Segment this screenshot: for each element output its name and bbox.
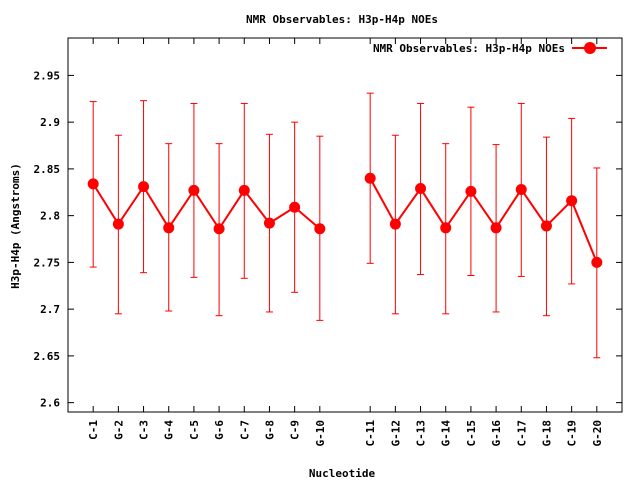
x-tick-label: G-20 bbox=[591, 420, 604, 447]
x-tick-label: C-1 bbox=[87, 420, 100, 440]
y-tick-label: 2.75 bbox=[34, 256, 61, 269]
data-point bbox=[238, 184, 250, 196]
y-tick-label: 2.6 bbox=[40, 397, 60, 410]
data-point bbox=[440, 222, 452, 234]
x-tick-label: C-9 bbox=[289, 420, 302, 440]
x-tick-label: C-15 bbox=[465, 420, 478, 447]
x-axis: C-1 G-2 C-3 G-4 C-5 G-6 C-7 G-8 C-9 G-10 C-11 G-12 C… bbox=[87, 38, 604, 447]
x-tick-label: G-2 bbox=[112, 420, 125, 440]
x-tick-label: C-3 bbox=[138, 420, 151, 440]
plot-frame bbox=[67, 37, 623, 413]
legend-label: NMR Observables: H3p-H4p NOEs bbox=[373, 42, 565, 55]
data-point bbox=[465, 185, 477, 197]
y-tick-label: 2.65 bbox=[34, 350, 61, 363]
x-axis-label: Nucleotide bbox=[309, 467, 376, 480]
x-tick-label: G-18 bbox=[540, 420, 553, 447]
data-point bbox=[163, 222, 175, 234]
series-line-segment bbox=[369, 177, 598, 263]
chart-title: NMR Observables: H3p-H4p NOEs bbox=[246, 13, 438, 26]
y-tick-label: 2.95 bbox=[34, 69, 61, 82]
data-point bbox=[364, 172, 376, 184]
data-point bbox=[263, 217, 275, 229]
data-point bbox=[415, 183, 427, 195]
series-line bbox=[92, 177, 598, 263]
data-point bbox=[490, 222, 502, 234]
y-tick-label: 2.9 bbox=[40, 116, 60, 129]
y-axis: 2.6 2.65 2.7 2.75 2.8 2.85 2.9 2.95 bbox=[34, 69, 622, 410]
data-point bbox=[112, 218, 124, 230]
data-point bbox=[389, 218, 401, 230]
legend: NMR Observables: H3p-H4p NOEs bbox=[373, 42, 607, 55]
x-tick-label: C-11 bbox=[364, 420, 377, 447]
data-point bbox=[87, 178, 99, 190]
series-points bbox=[87, 172, 603, 268]
y-tick-label: 2.7 bbox=[40, 303, 60, 316]
data-point bbox=[289, 201, 301, 213]
x-tick-label: G-12 bbox=[389, 420, 402, 447]
y-axis-label: H3p-H4p (Angstroms) bbox=[9, 163, 22, 289]
series-line-segment bbox=[92, 183, 321, 231]
x-tick-label: G-10 bbox=[314, 420, 327, 447]
data-point bbox=[540, 220, 552, 232]
data-point bbox=[566, 195, 578, 207]
x-tick-label: C-5 bbox=[188, 420, 201, 440]
x-tick-label: G-6 bbox=[213, 420, 226, 440]
data-point bbox=[314, 223, 326, 235]
data-point bbox=[515, 183, 527, 195]
x-tick-label: G-4 bbox=[163, 420, 176, 440]
x-tick-label: C-7 bbox=[238, 420, 251, 440]
x-tick-label: G-8 bbox=[263, 420, 276, 440]
data-point bbox=[213, 223, 225, 235]
y-tick-label: 2.85 bbox=[34, 163, 61, 176]
legend-marker bbox=[584, 42, 596, 54]
y-tick-label: 2.8 bbox=[40, 210, 60, 223]
x-tick-label: G-16 bbox=[490, 420, 503, 447]
data-point bbox=[188, 184, 200, 196]
x-tick-label: C-13 bbox=[415, 420, 428, 447]
x-tick-label: G-14 bbox=[440, 420, 453, 447]
x-tick-label: C-17 bbox=[515, 420, 528, 447]
x-tick-label: C-19 bbox=[566, 420, 579, 447]
data-point bbox=[138, 181, 150, 193]
data-point bbox=[591, 256, 603, 268]
